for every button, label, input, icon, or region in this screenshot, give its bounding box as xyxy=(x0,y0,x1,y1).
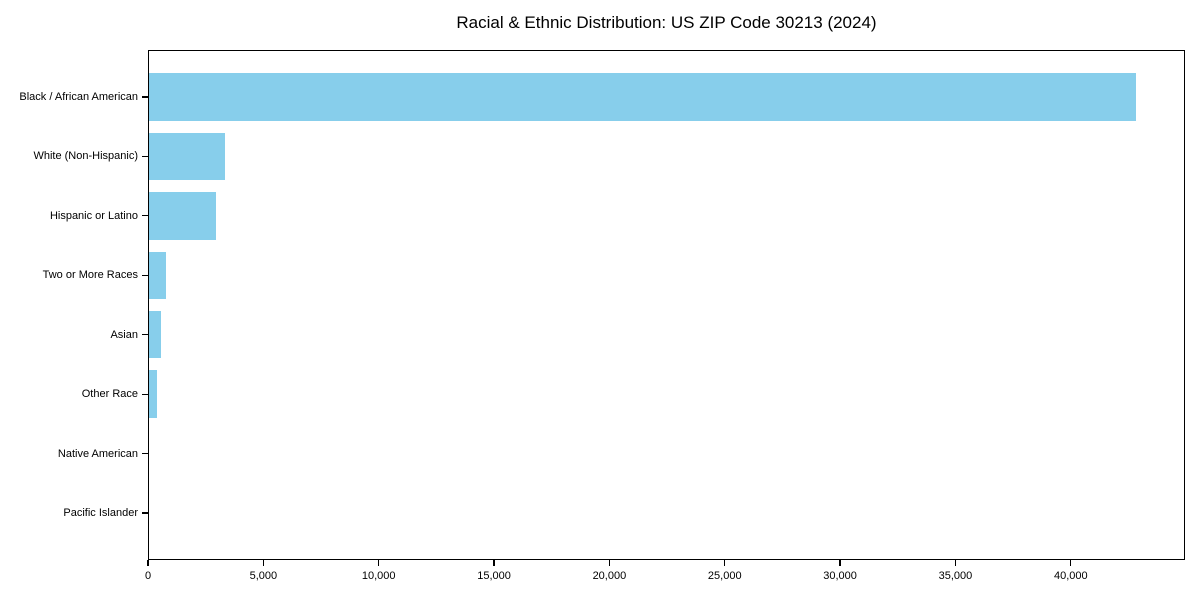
y-axis-category-label: Native American xyxy=(57,447,138,460)
y-axis-category-label: Asian xyxy=(110,328,138,341)
x-axis-tick-label: 5,000 xyxy=(249,570,278,582)
y-axis-category-label: Pacific Islander xyxy=(63,507,138,520)
y-tick-mark xyxy=(142,512,148,514)
x-tick-mark xyxy=(378,560,380,566)
x-axis-tick-label: 40,000 xyxy=(1053,570,1088,582)
plot-area xyxy=(148,50,1185,560)
y-axis-category-label: Hispanic or Latino xyxy=(49,209,138,222)
x-axis-tick-label: 30,000 xyxy=(823,570,857,582)
x-tick-mark xyxy=(262,560,264,566)
y-tick-mark xyxy=(142,334,148,336)
bar xyxy=(149,73,1137,121)
x-tick-mark xyxy=(1070,560,1072,566)
x-tick-mark xyxy=(839,560,841,566)
x-axis-tick-label: 35,000 xyxy=(938,570,973,582)
y-tick-mark xyxy=(142,96,148,98)
y-tick-mark xyxy=(142,452,148,455)
x-tick-mark xyxy=(608,560,611,566)
y-tick-mark xyxy=(142,393,148,395)
y-axis-category-label: Black / African American xyxy=(19,90,138,103)
x-axis-tick-label: 15,000 xyxy=(477,570,511,582)
x-axis-tick-label: 20,000 xyxy=(592,570,627,582)
bar xyxy=(149,370,158,418)
x-tick-mark xyxy=(724,560,726,566)
bar xyxy=(149,192,217,240)
chart-title: Racial & Ethnic Distribution: US ZIP Cod… xyxy=(456,13,877,32)
y-axis-category-label: Other Race xyxy=(81,388,138,401)
y-tick-mark xyxy=(142,155,148,158)
bar xyxy=(149,251,167,300)
x-axis-tick-label: 25,000 xyxy=(707,570,742,582)
y-axis-category-label: Two or More Races xyxy=(42,269,138,282)
x-axis-tick-label: 10,000 xyxy=(361,570,396,582)
y-axis-category-label: White (Non-Hispanic) xyxy=(33,150,138,163)
bar xyxy=(149,132,226,181)
x-axis-tick-label: 0 xyxy=(144,570,152,582)
x-tick-mark xyxy=(954,560,957,566)
y-tick-mark xyxy=(142,274,148,276)
bar xyxy=(149,310,161,359)
x-tick-mark xyxy=(147,560,149,566)
x-tick-mark xyxy=(493,560,495,566)
y-tick-mark xyxy=(142,215,148,217)
